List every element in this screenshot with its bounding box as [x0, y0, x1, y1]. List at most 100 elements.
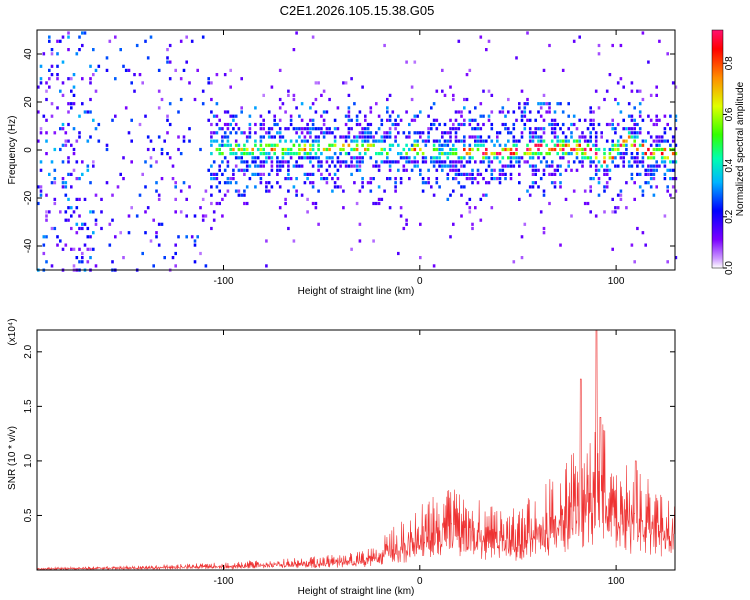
spectrogram-cell — [619, 156, 623, 160]
spectrogram-cell — [669, 193, 672, 197]
spectrogram-cell — [70, 247, 73, 251]
spectrogram-cell — [94, 68, 98, 72]
spectrogram-cell — [289, 122, 293, 127]
spectrogram-cell — [430, 185, 433, 189]
spectrogram-cell — [561, 122, 565, 127]
spectrogram-cell — [72, 73, 76, 77]
spectrogram-cell — [528, 152, 532, 156]
spectrogram-cell — [413, 60, 417, 64]
spectrogram-cell — [61, 177, 65, 181]
spectrogram-cell — [446, 172, 450, 176]
spectrogram-cell — [611, 43, 614, 48]
spectrogram-cell — [413, 114, 417, 118]
spectrogram-cell — [397, 152, 400, 156]
spectrogram-cell — [119, 231, 122, 235]
spectrogram-cell — [314, 139, 318, 143]
spectrogram-cell — [234, 181, 238, 185]
spectrogram-cell — [342, 81, 345, 85]
spectrogram-cell — [567, 102, 570, 106]
spectrogram-cell — [479, 114, 483, 118]
spectrogram-cell — [397, 160, 400, 164]
spectrogram-cell — [608, 168, 612, 172]
spectrogram-cell — [528, 164, 532, 168]
spectrogram-cell — [361, 135, 364, 139]
spectrogram-cell — [463, 156, 466, 160]
spectrogram-cell — [419, 222, 422, 226]
spectrogram-cell — [402, 164, 406, 168]
spectrogram-cell — [561, 143, 565, 147]
spectrogram-cell — [507, 156, 510, 160]
spectrogram-cell — [520, 131, 524, 135]
spectrogram-cell — [507, 131, 510, 135]
spectrogram-cell — [583, 147, 587, 152]
spectrogram-cell — [457, 39, 461, 43]
spectrogram-cell — [405, 60, 408, 64]
spectrogram-cell — [331, 189, 334, 193]
spectrogram-cell — [353, 102, 356, 106]
spectrogram-cell — [520, 114, 524, 118]
spectrogram-cell — [204, 264, 208, 268]
spectrogram-cell — [259, 164, 263, 168]
spectrogram-cell — [556, 168, 559, 172]
spectrogram-cell — [70, 214, 73, 218]
spectrogram-cell — [320, 160, 323, 164]
spectrogram-cell — [526, 147, 529, 152]
spectrogram-cell — [427, 168, 430, 172]
spectrogram-cell — [594, 156, 598, 160]
spectrogram-cell — [471, 226, 474, 231]
spectrogram-cell — [649, 168, 653, 172]
spectrogram-cell — [218, 118, 221, 122]
spectrogram-cell — [589, 164, 592, 168]
spectrogram-cell — [655, 135, 658, 139]
spectrogram-cell — [633, 143, 636, 147]
spectrogram-xtick-label: 0 — [417, 276, 423, 287]
spectrogram-cell — [64, 181, 68, 185]
spectrogram-cell — [388, 177, 392, 181]
spectrogram-cell — [92, 210, 95, 214]
spectrogram-cell — [633, 127, 636, 131]
spectrogram-cell — [594, 214, 598, 218]
spectrogram-cell — [594, 143, 598, 147]
spectrogram-cell — [199, 206, 202, 210]
spectrogram-cell — [482, 177, 485, 181]
spectrogram-cell — [364, 131, 367, 135]
spectrogram-cell — [322, 135, 326, 139]
spectrogram-cell — [83, 243, 87, 247]
spectrogram-cell — [229, 152, 232, 156]
spectrogram-cell — [468, 122, 472, 127]
spectrogram-cell — [449, 131, 452, 135]
spectrogram-cell — [81, 260, 84, 264]
spectrogram-cell — [221, 143, 224, 147]
spectrogram-cell — [234, 152, 238, 156]
spectrogram-cell — [509, 172, 513, 176]
spectrogram-cell — [674, 143, 678, 147]
spectrogram-cell — [614, 97, 617, 102]
spectrogram-cell — [523, 114, 527, 118]
spectrogram-cell — [276, 164, 279, 168]
spectrogram-cell — [245, 160, 249, 164]
colorbar-tick-label: 0.2 — [724, 209, 735, 223]
spectrogram-cell — [619, 43, 623, 48]
spectrogram-cell — [369, 143, 373, 147]
spectrogram-cell — [509, 177, 513, 181]
spectrogram-cell — [364, 127, 367, 131]
spectrogram-cell — [70, 172, 73, 176]
spectrogram-cell — [45, 235, 48, 239]
spectrogram-cell — [655, 93, 658, 97]
spectrogram-cell — [449, 164, 452, 168]
spectrogram-cell — [380, 139, 384, 143]
spectrogram-cell — [232, 172, 235, 176]
spectrogram-cell — [234, 122, 238, 127]
spectrogram-cell — [215, 102, 219, 106]
spectrogram-cell — [674, 85, 678, 89]
snr-xtick-label: 0 — [417, 576, 423, 587]
spectrogram-cell — [386, 118, 389, 122]
spectrogram-cell — [638, 185, 642, 189]
spectrogram-cell — [94, 127, 98, 131]
spectrogram-cell — [652, 156, 656, 160]
spectrogram-cell — [490, 177, 494, 181]
spectrogram-cell — [245, 135, 249, 139]
spectrogram-cell — [339, 152, 342, 156]
spectrogram-cell — [605, 172, 609, 176]
